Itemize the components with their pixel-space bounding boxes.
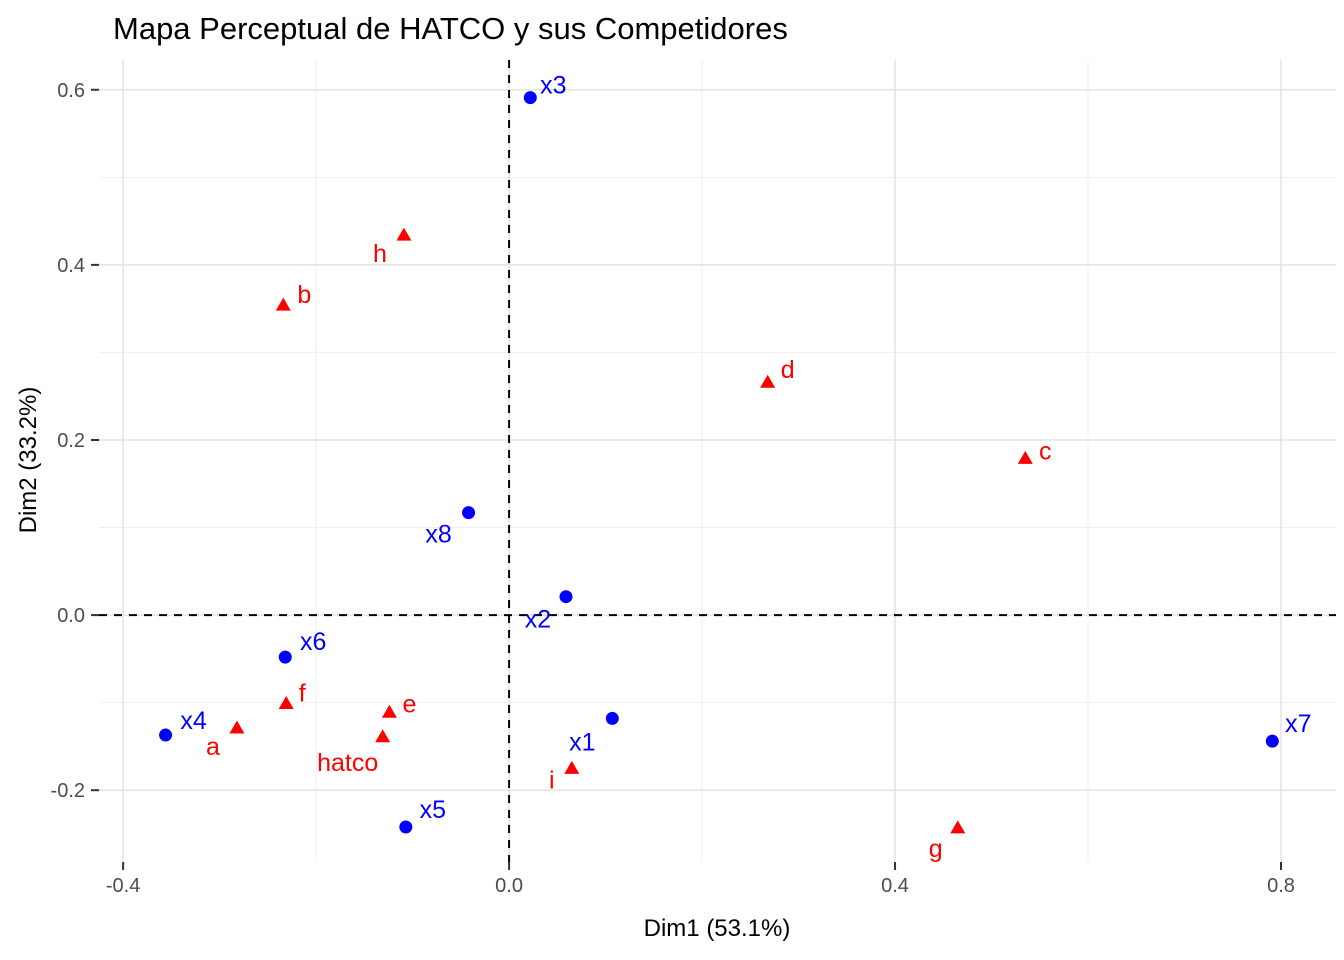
x-axis-title: Dim1 (53.1%): [643, 915, 791, 942]
data-point-label-x4: x4: [180, 707, 207, 735]
data-point-x6: [278, 650, 292, 664]
data-point-f: [278, 696, 294, 710]
data-point-label-h: h: [373, 240, 387, 268]
data-point-g: [950, 820, 966, 834]
y-axis-tick-label: 0.4: [57, 255, 85, 277]
data-point-label-x2: x2: [525, 606, 551, 634]
data-point-label-i: i: [549, 766, 555, 794]
x-axis-tick-label: -0.4: [106, 875, 140, 897]
data-point-label-f: f: [299, 680, 306, 708]
data-point-label-x5: x5: [420, 796, 446, 824]
data-point-x8: [462, 506, 476, 520]
data-point-b: [275, 297, 291, 311]
data-point-label-b: b: [297, 281, 311, 309]
data-point-x4: [159, 728, 173, 742]
data-point-label-x1: x1: [569, 728, 595, 756]
chart-title: Mapa Perceptual de HATCO y sus Competido…: [113, 11, 788, 46]
data-point-label-d: d: [781, 356, 795, 384]
y-axis-title: Dim2 (33.2%): [15, 386, 42, 534]
y-axis-tick-label: 0.0: [57, 605, 85, 627]
data-point-x5: [399, 820, 413, 834]
x-axis-tick-label: 0.0: [495, 875, 523, 897]
data-point-label-a: a: [206, 733, 220, 761]
data-point-a: [229, 720, 245, 734]
y-axis-tick-label: 0.6: [57, 80, 85, 102]
x-axis-tick-label: 0.8: [1267, 875, 1295, 897]
data-point-x2: [559, 590, 573, 604]
data-point-x1: [605, 711, 619, 725]
data-point-e: [381, 704, 397, 718]
data-point-label-e: e: [402, 690, 416, 718]
data-point-c: [1017, 450, 1033, 464]
data-point-h: [396, 227, 412, 241]
y-axis-tick-label: -0.2: [51, 780, 85, 802]
data-point-label-x7: x7: [1285, 710, 1311, 738]
data-point-label-hatco: hatco: [317, 749, 378, 777]
data-point-x3: [523, 91, 537, 105]
data-point-d: [760, 374, 776, 388]
x-axis-tick-label: 0.4: [881, 875, 909, 897]
data-point-i: [564, 760, 580, 774]
data-point-label-x8: x8: [425, 521, 451, 549]
data-point-label-x3: x3: [540, 72, 566, 100]
data-point-x7: [1265, 734, 1279, 748]
data-point-label-x6: x6: [300, 628, 326, 656]
data-point-label-g: g: [929, 835, 943, 863]
y-axis-tick-label: 0.2: [57, 430, 85, 452]
data-point-hatco: [375, 729, 391, 743]
data-point-label-c: c: [1039, 437, 1052, 465]
